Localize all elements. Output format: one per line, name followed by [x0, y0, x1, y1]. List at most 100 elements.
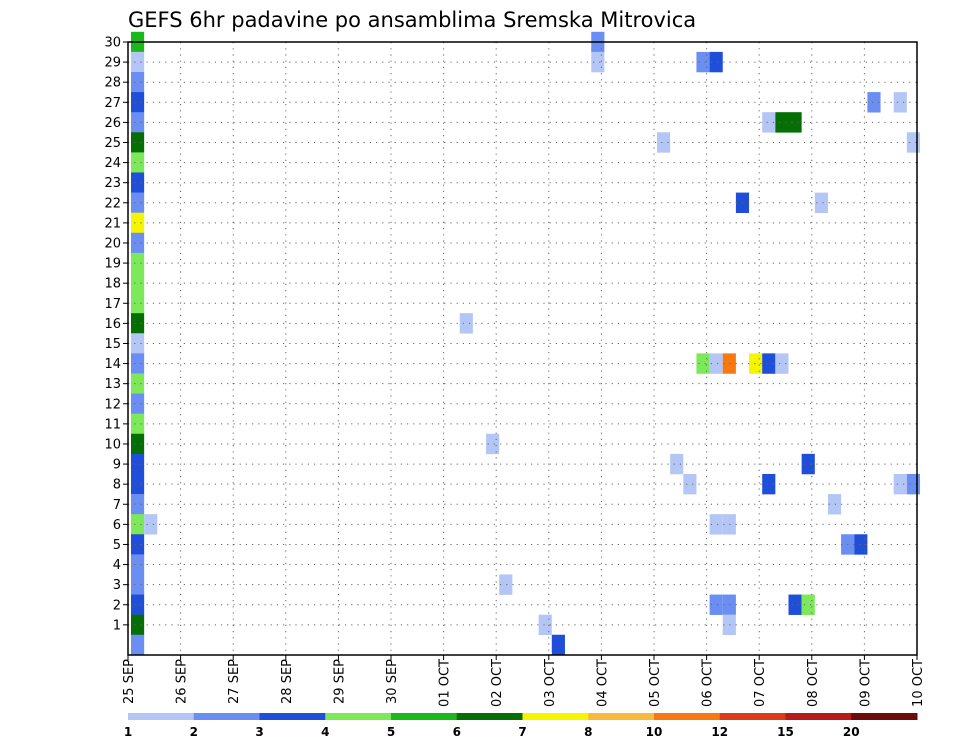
x-tick-label: 30 SEP — [385, 659, 400, 704]
precip-cell — [131, 634, 145, 656]
precip-cell — [670, 453, 684, 475]
x-tick-label: 26 SEP — [175, 659, 190, 704]
precip-cell — [131, 554, 145, 575]
x-axis: 25 SEP 26 SEP 27 SEP 28 SEP 29 SEP 30 SEP 01 O… — [122, 655, 926, 707]
precip-cell — [827, 494, 842, 515]
precip-cell — [131, 152, 145, 173]
y-tick-label: 19 — [104, 257, 121, 272]
y-tick-label: 11 — [104, 417, 121, 432]
precip-cell — [788, 594, 802, 615]
precip-cell — [722, 514, 736, 535]
x-tick-label: 06 OCT — [701, 659, 716, 707]
precip-cell — [762, 112, 776, 133]
colorbar-label: 8 — [584, 725, 592, 739]
y-tick-label: 30 — [104, 36, 121, 51]
precip-cell — [762, 473, 776, 495]
colorbar-segment — [719, 713, 786, 720]
precip-cell — [906, 473, 920, 495]
y-tick-label: 26 — [104, 116, 121, 131]
chart-title: GEFS 6hr padavine po ansamblima Sremska … — [128, 8, 696, 32]
colorbar-label: 3 — [255, 725, 263, 739]
precip-cell — [131, 313, 145, 334]
y-tick-label: 5 — [113, 538, 121, 553]
precip-cell — [131, 514, 145, 535]
colorbar-segment — [456, 713, 523, 720]
precip-cell — [775, 112, 789, 133]
precip-cell — [131, 92, 145, 113]
precip-cell — [551, 634, 565, 656]
precip-cell — [657, 132, 671, 153]
x-tick-label: 08 OCT — [806, 659, 821, 707]
precip-cell — [709, 353, 723, 374]
precip-cell — [144, 514, 158, 535]
y-tick-label: 21 — [104, 216, 121, 231]
precip-cell — [131, 252, 145, 274]
precip-cell — [722, 594, 736, 615]
grid-layer — [128, 41, 917, 655]
colorbar-segment — [193, 713, 260, 720]
y-tick-label: 10 — [104, 437, 121, 452]
y-tick-label: 15 — [104, 337, 121, 352]
y-tick-label: 25 — [104, 136, 121, 151]
precip-cell — [131, 473, 145, 495]
y-axis: 1234567891011121314151617181920212223242… — [104, 36, 128, 633]
colorbar-label: 1 — [124, 725, 132, 739]
precip-cell — [854, 534, 868, 555]
precip-cell — [131, 132, 145, 153]
y-tick-label: 9 — [113, 458, 121, 473]
precip-cell — [131, 72, 145, 93]
colorbar-segment — [522, 713, 589, 720]
colorbar-segment — [851, 713, 918, 720]
precip-cell — [131, 594, 145, 615]
colorbar-segment — [325, 713, 392, 720]
colorbar-label: 10 — [646, 725, 663, 739]
colorbar-label: 6 — [453, 725, 461, 739]
y-tick-label: 12 — [104, 397, 121, 412]
plot-frame — [127, 41, 918, 656]
colorbar-label: 20 — [843, 725, 860, 739]
colorbar-segment — [259, 713, 326, 720]
y-tick-label: 27 — [104, 96, 121, 111]
y-tick-label: 14 — [104, 357, 121, 372]
precip-cell — [131, 51, 145, 73]
x-tick-label: 02 OCT — [490, 659, 505, 707]
precip-cell — [131, 433, 145, 455]
y-tick-label: 20 — [104, 236, 121, 251]
x-tick-label: 29 SEP — [332, 659, 347, 704]
precip-cell — [683, 473, 697, 495]
precip-cell — [722, 353, 736, 374]
x-tick-label: 05 OCT — [648, 659, 663, 707]
precip-cell — [131, 574, 145, 595]
precip-cell — [749, 353, 763, 374]
precip-cell — [131, 494, 145, 515]
x-tick-label: 03 OCT — [543, 659, 558, 707]
precip-cell — [131, 353, 145, 374]
x-tick-label: 09 OCT — [858, 659, 873, 707]
precip-cell — [131, 172, 145, 193]
colorbar-label: 12 — [711, 725, 728, 739]
colorbar-label: 7 — [518, 725, 526, 739]
y-tick-label: 13 — [104, 377, 121, 392]
precip-cell — [131, 192, 145, 213]
colorbar-segment — [588, 713, 655, 720]
precip-cell — [788, 112, 802, 133]
colorbar-label: 5 — [387, 725, 395, 739]
y-tick-label: 17 — [104, 297, 121, 312]
precip-cell — [459, 313, 473, 334]
x-tick-label: 28 SEP — [280, 659, 295, 704]
y-tick-label: 24 — [104, 156, 121, 171]
precip-cell — [801, 453, 815, 475]
precip-cell — [131, 272, 145, 294]
precip-cell — [906, 132, 920, 153]
y-tick-label: 28 — [104, 76, 121, 91]
precip-cell — [893, 473, 907, 495]
precip-cell — [131, 393, 145, 414]
precip-cell — [131, 534, 145, 555]
colorbar-segment — [391, 713, 458, 720]
precip-cell — [131, 373, 145, 394]
precip-cell — [131, 293, 145, 314]
precip-cell — [867, 92, 881, 113]
precip-cell — [775, 353, 789, 374]
precip-cell — [499, 574, 513, 595]
